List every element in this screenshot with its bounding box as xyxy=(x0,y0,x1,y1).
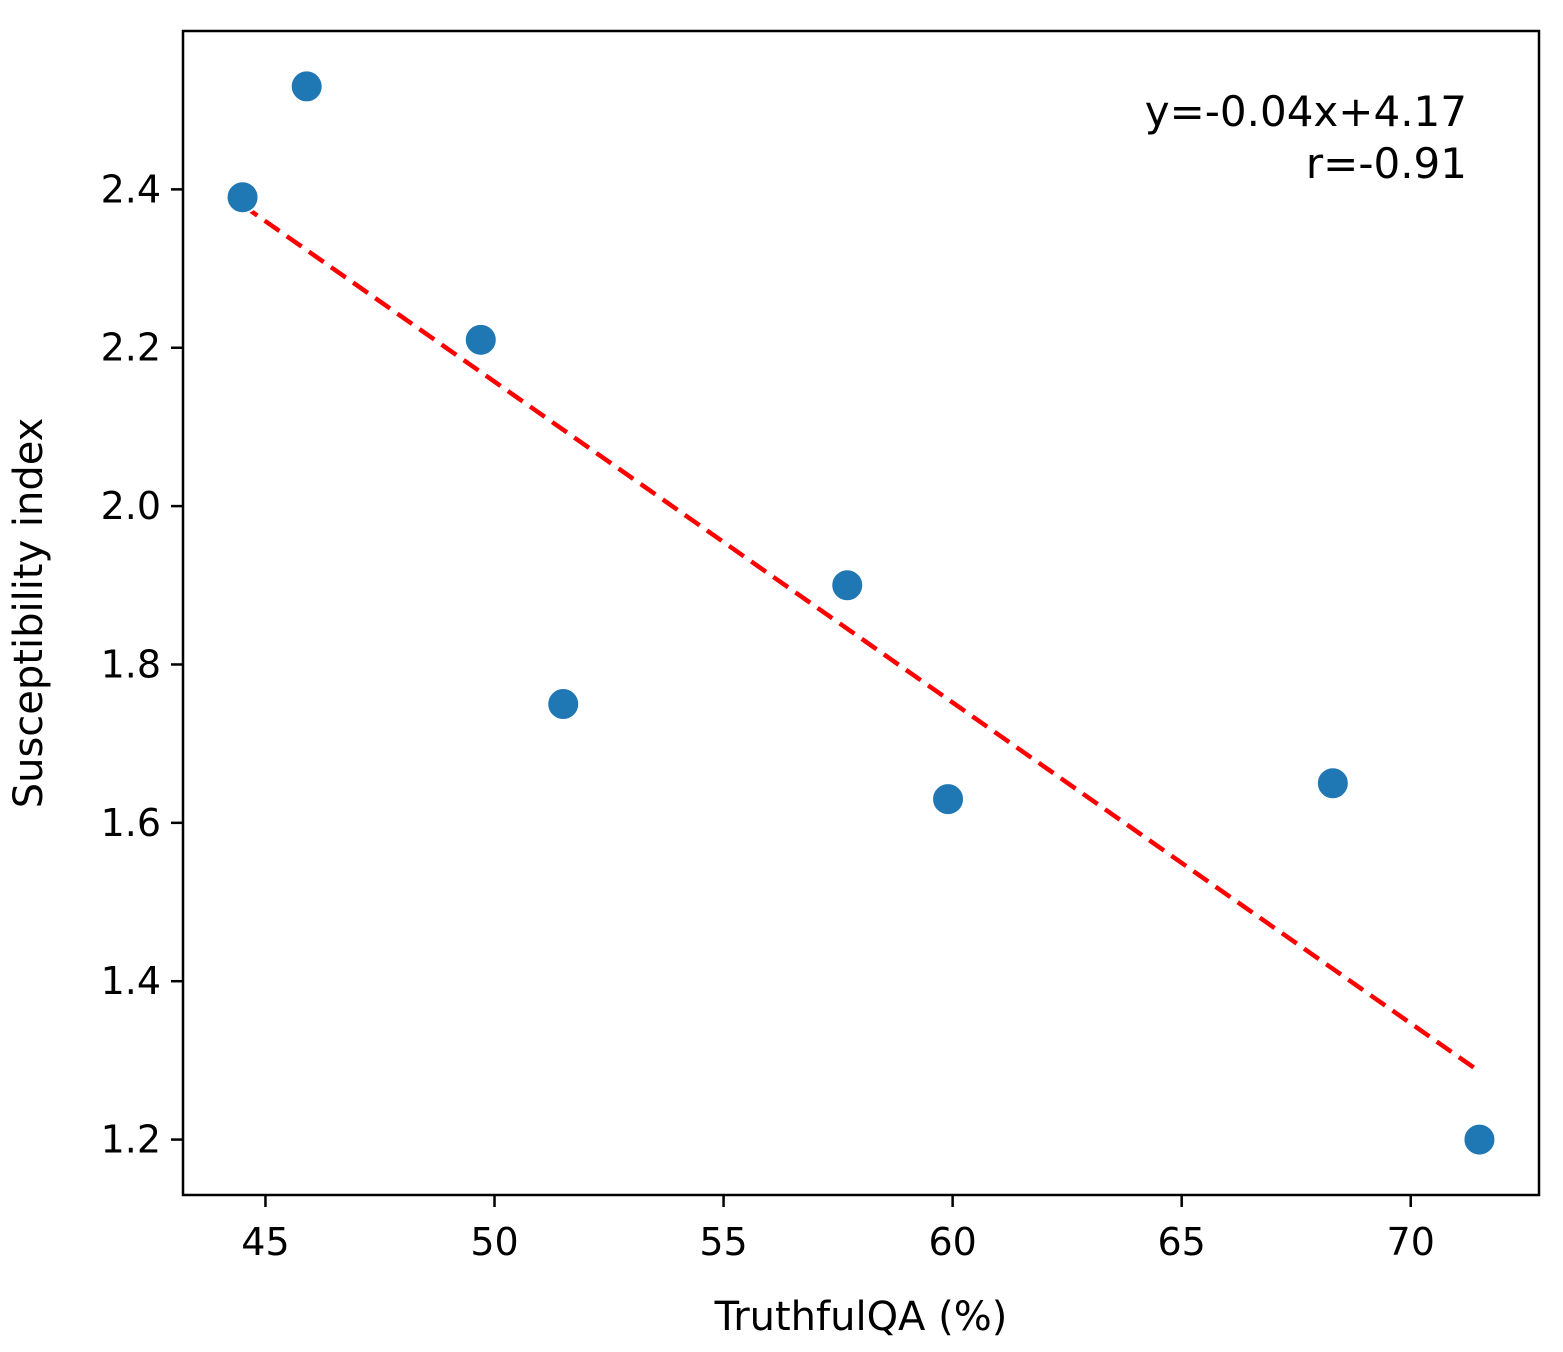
x-tick-label: 45 xyxy=(241,1220,289,1264)
data-point xyxy=(463,322,498,357)
x-axis: 45 50 55 60 65 70 xyxy=(241,1195,1435,1264)
x-tick-label: 55 xyxy=(699,1220,747,1264)
data-point xyxy=(225,180,260,215)
data-point xyxy=(1315,766,1350,801)
data-points xyxy=(225,69,1497,1157)
x-axis-label: TruthfulQA (%) xyxy=(714,1294,1008,1340)
y-tick-label: 1.8 xyxy=(101,642,161,686)
plot-area xyxy=(183,31,1539,1195)
regression-fit-line xyxy=(241,203,1477,1071)
y-tick-label: 2.2 xyxy=(101,326,161,370)
data-point xyxy=(931,782,966,817)
y-tick-label: 1.4 xyxy=(101,959,161,1003)
data-point xyxy=(1462,1122,1497,1157)
x-tick-label: 50 xyxy=(470,1220,518,1264)
fit-equation-annotation: y=-0.04x+4.17 xyxy=(1145,87,1467,136)
y-tick-label: 2.4 xyxy=(101,167,161,211)
x-tick-label: 60 xyxy=(928,1220,976,1264)
y-tick-label: 1.2 xyxy=(101,1118,161,1162)
y-tick-label: 1.6 xyxy=(101,801,161,845)
x-tick-label: 70 xyxy=(1387,1220,1435,1264)
y-axis-label: Susceptibility index xyxy=(6,418,52,809)
plot-frame xyxy=(181,29,1541,1197)
y-axis: 1.2 1.4 1.6 1.8 2.0 2.2 2.4 xyxy=(101,167,183,1162)
data-point xyxy=(546,687,581,722)
data-point xyxy=(289,69,324,104)
correlation-annotation: r=-0.91 xyxy=(1306,139,1467,188)
data-point xyxy=(830,568,865,603)
x-tick-label: 65 xyxy=(1157,1220,1205,1264)
y-tick-label: 2.0 xyxy=(101,484,161,528)
